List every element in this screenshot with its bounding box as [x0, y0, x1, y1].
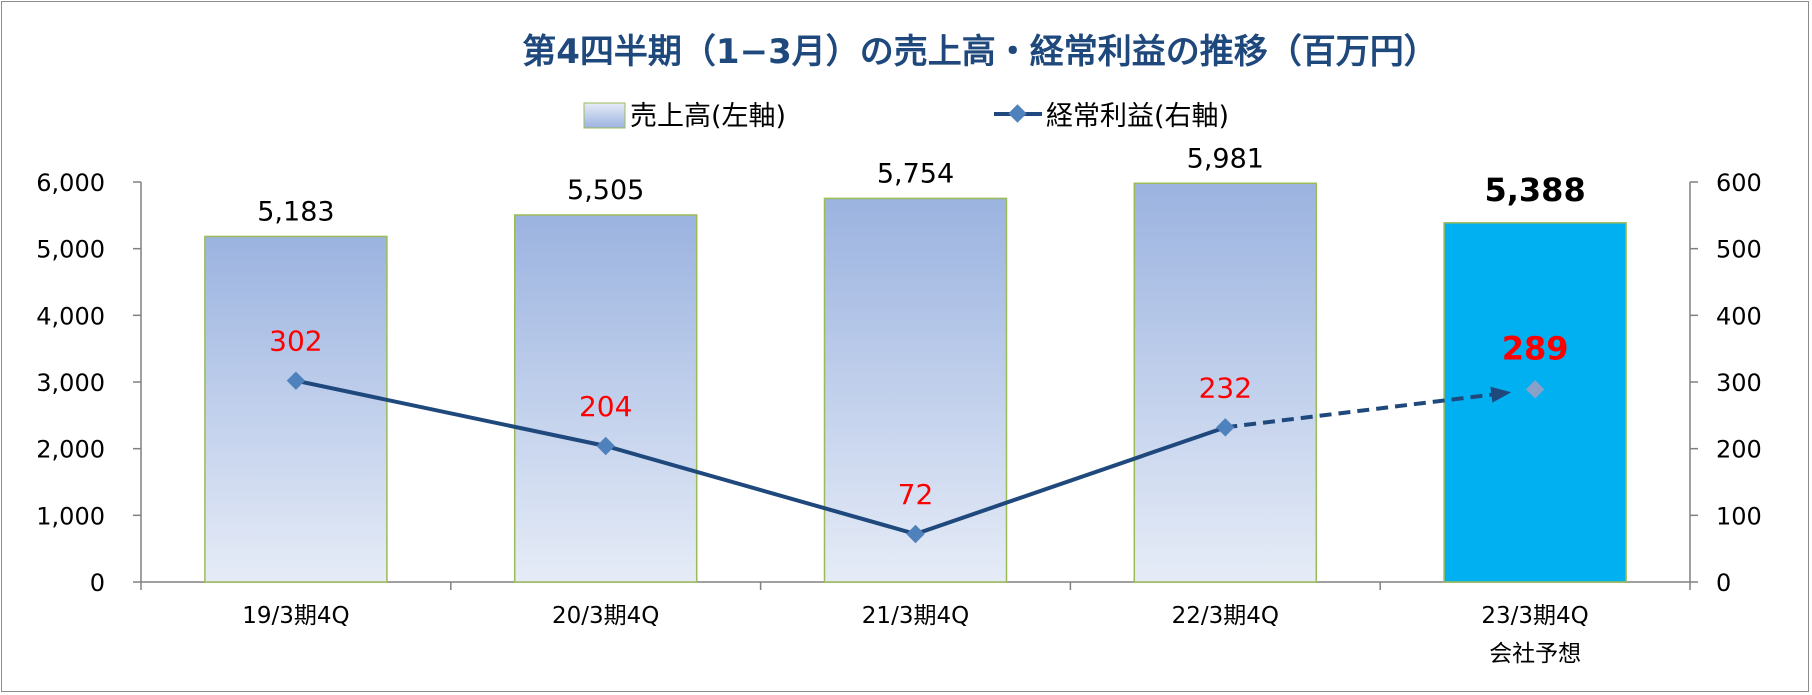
left-axis-tick-label: 1,000: [36, 502, 105, 530]
line-marker: [286, 371, 306, 390]
line-value-label: 302: [269, 325, 322, 358]
x-axis-category-label: 23/3期4Q: [1481, 603, 1588, 629]
right-axis-tick-label: 600: [1716, 169, 1762, 197]
left-axis-tick-label: 3,000: [36, 369, 105, 397]
x-axis-category-label: 19/3期4Q: [242, 603, 349, 629]
left-axis-tick-label: 0: [90, 569, 105, 597]
right-axis-tick-label: 200: [1716, 436, 1762, 464]
forecast-line-marker: [1525, 380, 1545, 399]
line-value-label: 232: [1199, 371, 1252, 404]
right-axis-tick-label: 0: [1716, 569, 1731, 597]
bar: [823, 197, 1008, 583]
bar-value-label: 5,754: [877, 158, 954, 189]
bar-value-label: 5,183: [257, 196, 334, 227]
legend-line-marker: [1008, 104, 1027, 123]
left-axis-tick-label: 4,000: [36, 302, 105, 330]
labels: 5,183 5,505 5,754 5,981 5,388 302 204 72 232 289: [257, 143, 1585, 511]
bar: [1133, 182, 1318, 583]
bar-value-label: 5,981: [1187, 143, 1264, 174]
line-marker: [596, 436, 615, 456]
left-axis-tick-label: 6,000: [36, 169, 105, 197]
axes: 0 1,000 2,000 3,000 4,000 5,000 6,000 0 100 200 30…: [36, 169, 1762, 667]
line-value-label: 204: [579, 390, 632, 423]
right-axis-tick-label: 400: [1716, 302, 1762, 330]
forecast-bar: [1443, 222, 1627, 583]
forecast-arrowhead: [1490, 386, 1512, 403]
right-axis-tick-label: 300: [1716, 369, 1762, 397]
x-axis-category-sublabel: 会社予想: [1489, 641, 1581, 667]
chart-title: 第4四半期（1−3月）の売上高・経常利益の推移（百万円）: [522, 32, 1437, 72]
legend: 売上高(左軸) 経常利益(右軸): [583, 101, 1229, 132]
x-axis-category-label: 21/3期4Q: [862, 603, 969, 629]
line-marker: [906, 524, 925, 544]
line-value-label: 289: [1502, 329, 1569, 367]
legend-line-label: 経常利益(右軸): [1046, 101, 1229, 132]
line-series: [286, 371, 1545, 544]
line-series-path: [295, 378, 1226, 537]
legend-bar-label: 売上高(左軸): [630, 101, 786, 132]
bar-value-label: 5,505: [567, 175, 644, 206]
bars: [204, 182, 1627, 583]
right-axis-tick-label: 100: [1716, 502, 1762, 530]
line-marker: [1216, 418, 1235, 437]
right-axis-tick-label: 500: [1716, 236, 1762, 264]
forecast-dashed-segment: [1225, 391, 1500, 430]
bar: [204, 235, 388, 583]
bar-value-label: 5,388: [1484, 171, 1585, 209]
line-value-label: 72: [898, 478, 934, 511]
legend-bar-swatch: [583, 102, 626, 129]
left-axis-tick-label: 2,000: [36, 436, 105, 464]
left-axis-tick-label: 5,000: [36, 236, 105, 264]
x-axis-category-label: 22/3期4Q: [1172, 603, 1279, 629]
x-axis-category-label: 20/3期4Q: [552, 603, 659, 629]
bar: [513, 214, 698, 583]
